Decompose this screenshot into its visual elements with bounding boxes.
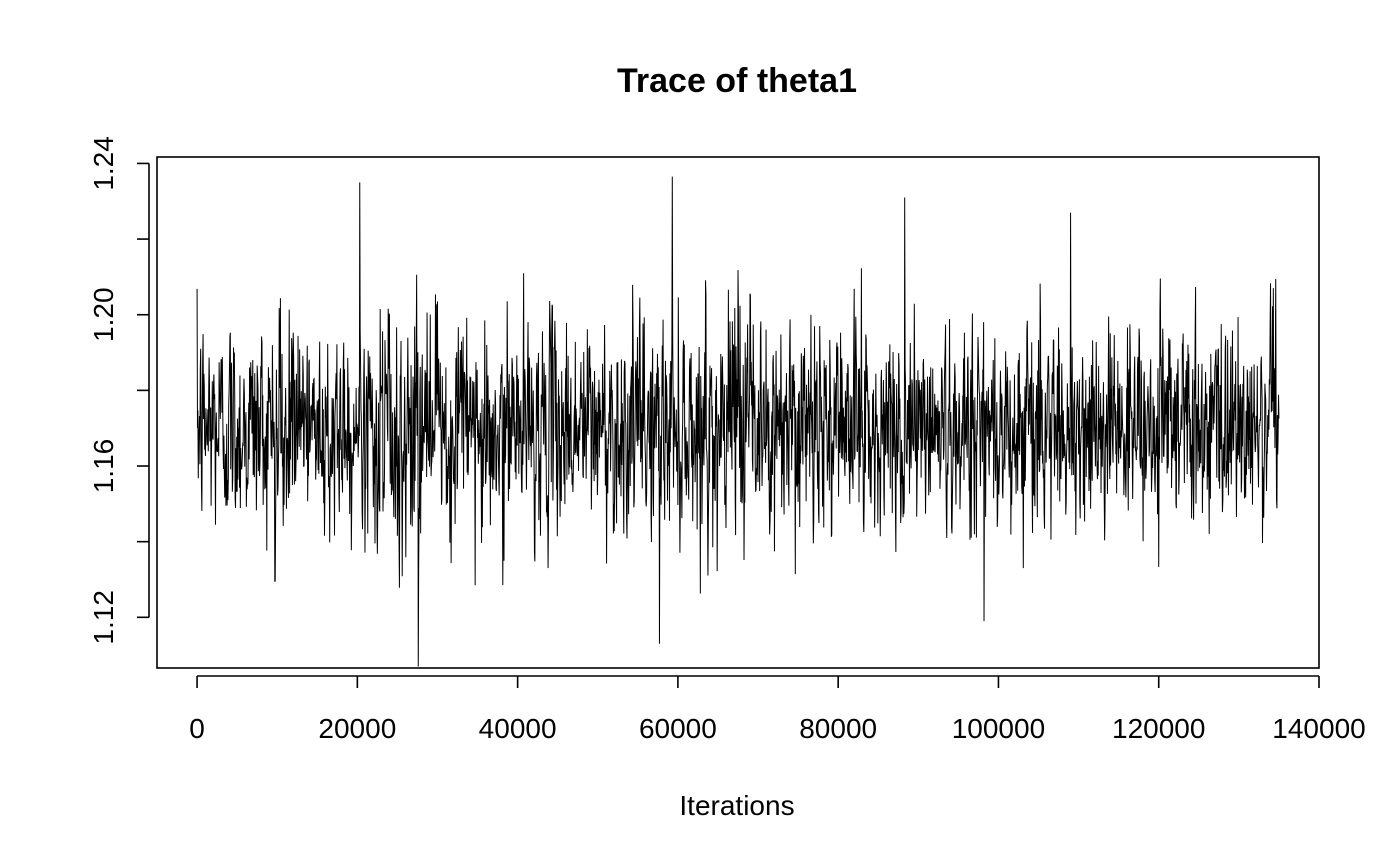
x-tick-label: 120000 [1112,713,1205,744]
y-axis: 1.12 1.16 1.20 1.24 [88,136,150,645]
x-tick-label: 0 [189,713,205,744]
y-tick-label: 1.24 [88,136,119,191]
x-tick-label: 80000 [799,713,877,744]
plot-frame [156,156,1320,669]
y-tick-label: 1.12 [88,590,119,645]
y-tick-label: 1.20 [88,287,119,342]
x-tick-label: 60000 [639,713,717,744]
x-tick-label: 20000 [318,713,396,744]
x-tick-label: 100000 [952,713,1045,744]
trace-series-line [196,176,1280,667]
x-axis: 0 20000 40000 60000 80000 100000 120000 140000 [189,675,1366,744]
y-tick-label: 1.16 [88,439,119,494]
chart-title: Trace of theta1 [617,62,857,100]
x-axis-label: Iterations [679,790,794,821]
x-tick-label: 140000 [1272,713,1365,744]
x-tick-label: 40000 [479,713,557,744]
